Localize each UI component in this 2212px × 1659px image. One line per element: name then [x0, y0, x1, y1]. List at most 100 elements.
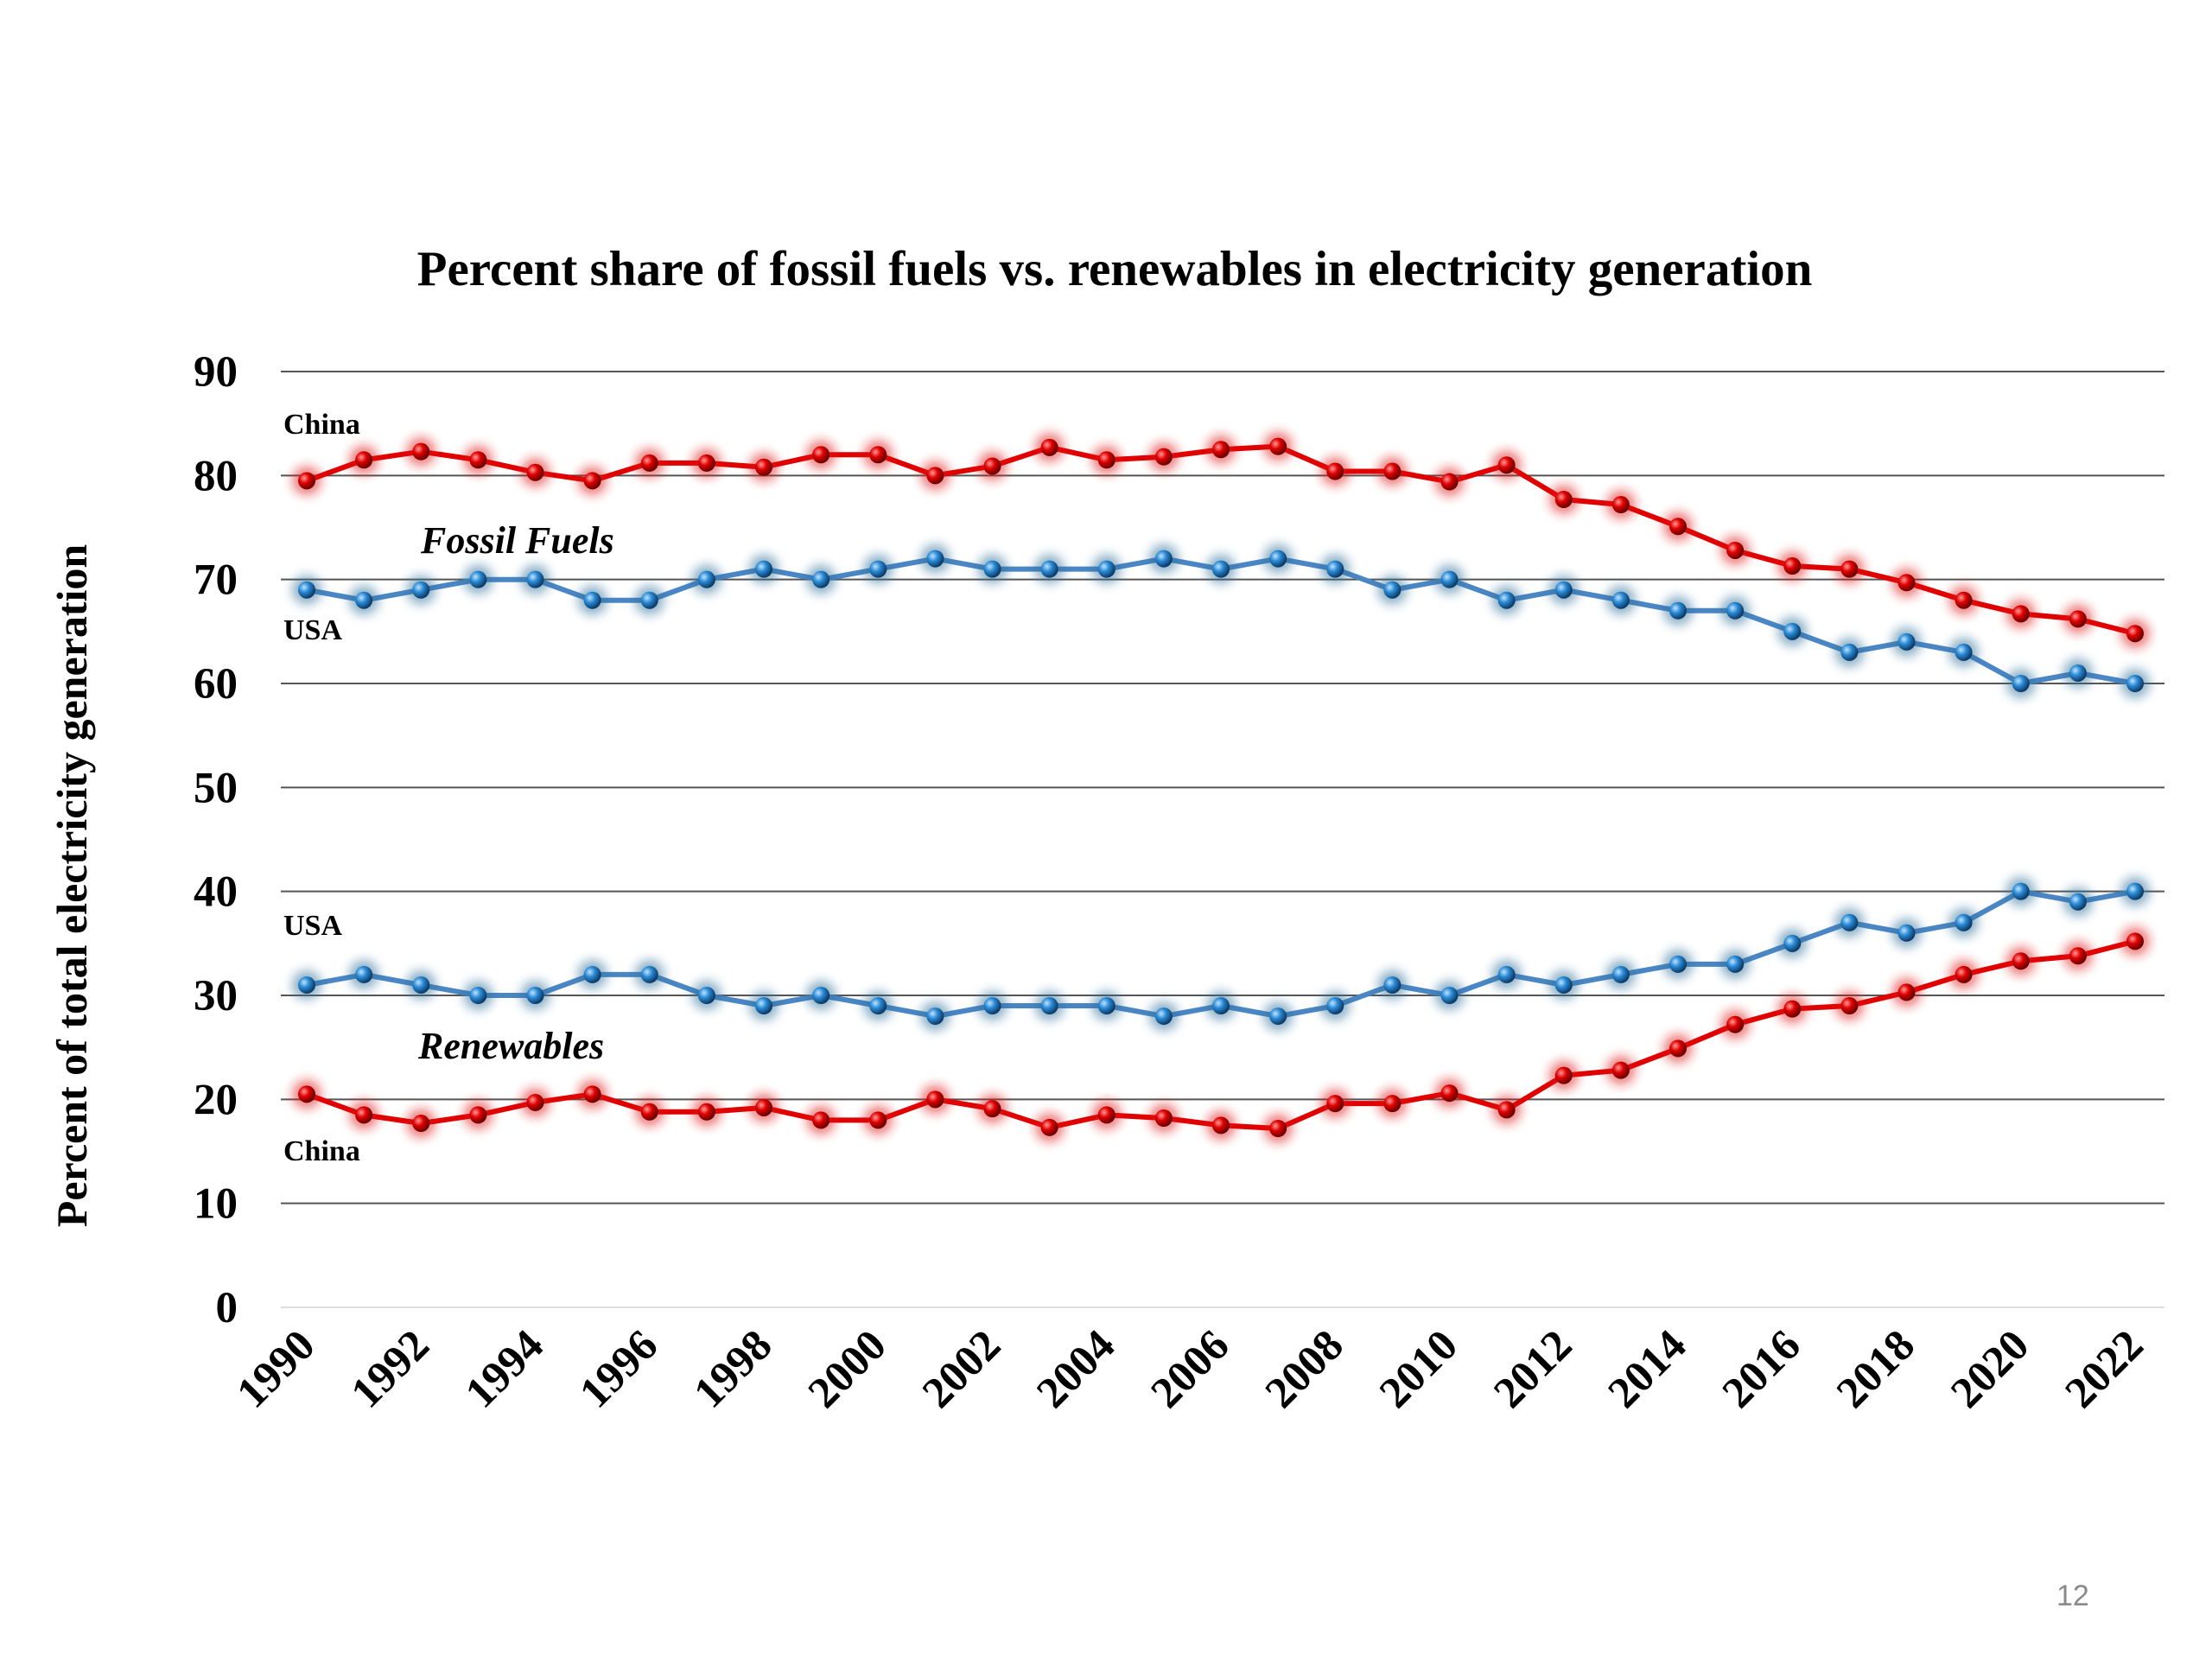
point-marker: [1955, 965, 1973, 983]
point-marker: [1440, 473, 1459, 491]
point-marker: [1097, 1106, 1116, 1124]
data-point: [863, 554, 893, 584]
data-point: [1891, 626, 1922, 657]
data-point: [691, 981, 721, 1010]
data-point: [1491, 959, 1522, 989]
point-marker: [1840, 913, 1859, 931]
point-marker: [298, 581, 315, 599]
point-marker: [298, 472, 315, 490]
data-point: [634, 585, 664, 615]
point-marker: [1269, 1007, 1287, 1026]
point-marker: [1955, 643, 1973, 661]
y-tick-label: 20: [194, 1076, 238, 1124]
data-point: [1320, 1089, 1351, 1119]
data-point: [1320, 554, 1351, 584]
data-point: [1720, 535, 1751, 565]
data-point: [1605, 959, 1636, 989]
point-marker: [526, 1093, 544, 1111]
data-point: [1320, 456, 1351, 486]
point-marker: [1326, 1095, 1344, 1113]
data-point: [463, 564, 493, 594]
y-tick-labels: 0 10 20 30 40 50 60 70 80 90: [194, 348, 238, 1332]
data-point: [1148, 442, 1179, 472]
data-point: [1148, 543, 1179, 574]
point-marker: [869, 560, 887, 578]
data-point: [349, 445, 379, 475]
data-point: [1491, 585, 1522, 615]
point-marker: [1840, 643, 1859, 661]
point-marker: [640, 1103, 658, 1121]
point-marker: [1726, 955, 1745, 973]
data-point: [1148, 1001, 1179, 1032]
y-tick-label: 10: [194, 1180, 238, 1229]
data-point: [1091, 445, 1122, 475]
label-usa-renewables: USA: [283, 910, 342, 942]
point-marker: [1097, 997, 1116, 1015]
point-marker: [697, 1103, 715, 1121]
data-point: [577, 1079, 607, 1109]
point-marker: [526, 463, 544, 481]
data-point: [1834, 907, 1865, 938]
point-marker: [697, 454, 715, 472]
data-point: [1091, 1100, 1122, 1130]
data-point: [463, 981, 493, 1010]
point-marker: [1726, 601, 1745, 620]
data-point: [1034, 991, 1065, 1021]
data-point: [1720, 949, 1751, 979]
data-point: [1491, 450, 1522, 480]
y-axis-label: Percent of total electricity generation: [48, 544, 96, 1228]
data-point: [463, 1100, 493, 1130]
data-point: [1777, 928, 1808, 958]
point-marker: [298, 976, 315, 994]
data-point: [2120, 619, 2150, 649]
point-marker: [1897, 924, 1916, 942]
series-fossil-fuels-usa: [292, 543, 2150, 698]
data-point: [977, 1094, 1007, 1124]
data-point: [577, 466, 607, 496]
point-marker: [2126, 882, 2144, 900]
x-tick-label: 2002: [913, 1321, 1010, 1418]
data-point: [1320, 991, 1351, 1021]
data-point: [1091, 991, 1122, 1021]
point-marker: [2012, 882, 2030, 900]
data-point: [1377, 969, 1408, 1000]
y-tick-label: 50: [194, 764, 238, 812]
x-tick-labels: 1990 1992 1994 1996 1998 2000 2002 2004 2006 2008…: [228, 1321, 2153, 1418]
label-china-fossil: China: [283, 409, 360, 441]
data-point: [1891, 918, 1922, 948]
point-marker: [1611, 965, 1630, 983]
data-point: [1034, 1112, 1065, 1142]
point-marker: [583, 472, 601, 490]
point-marker: [1097, 451, 1116, 469]
point-marker: [1726, 541, 1745, 559]
data-point: [806, 1105, 836, 1135]
data-point: [1034, 554, 1065, 584]
point-marker: [1783, 1000, 1802, 1018]
data-point: [691, 448, 721, 478]
point-marker: [926, 1007, 944, 1026]
label-renewables: Renewables: [417, 1025, 604, 1067]
point-marker: [926, 467, 944, 485]
point-marker: [640, 454, 658, 472]
point-marker: [469, 451, 487, 469]
point-marker: [1497, 1101, 1516, 1119]
slide-number: 12: [2056, 1580, 2089, 1612]
point-marker: [469, 987, 487, 1004]
data-point: [749, 554, 779, 584]
data-point: [349, 585, 379, 615]
point-marker: [1897, 983, 1916, 1001]
point-marker: [1669, 955, 1687, 973]
data-point: [2005, 669, 2036, 698]
data-point: [1605, 1055, 1636, 1085]
point-marker: [1726, 1015, 1745, 1033]
data-point: [1948, 959, 1979, 989]
point-marker: [526, 570, 544, 588]
data-point: [2063, 941, 2093, 971]
y-tick-label: 80: [194, 452, 238, 500]
data-point: [1434, 467, 1465, 497]
point-marker: [1669, 518, 1687, 536]
data-point: [1491, 1095, 1522, 1125]
point-marker: [755, 1098, 772, 1116]
point-marker: [412, 976, 430, 994]
point-marker: [983, 457, 1001, 475]
